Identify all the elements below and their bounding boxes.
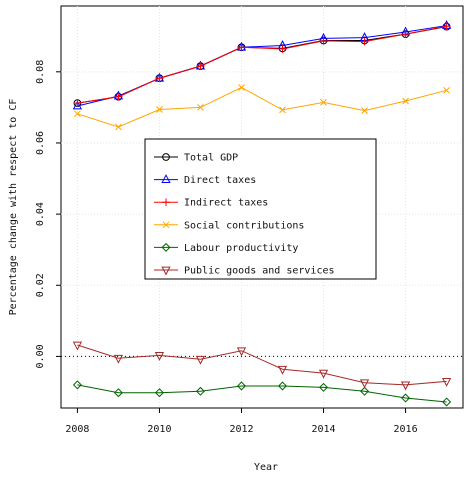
x-marker <box>361 107 368 114</box>
x-marker <box>238 84 245 91</box>
triangle-down-marker <box>113 354 124 364</box>
diamond-marker <box>236 381 246 391</box>
x-marker <box>279 106 286 114</box>
legend-label: Public goods and services <box>184 266 335 277</box>
triangle-down-marker <box>154 351 165 361</box>
plus-marker <box>162 198 170 206</box>
x-marker <box>115 123 122 131</box>
triangle-down-marker <box>195 355 206 365</box>
x-axis-label: Year <box>254 462 278 473</box>
circle-marker <box>162 153 170 161</box>
x-marker <box>197 104 204 111</box>
legend-item: Public goods and services <box>154 266 335 277</box>
series-line <box>77 384 447 403</box>
series-social-contributions <box>74 84 450 131</box>
x-marker <box>162 221 170 229</box>
legend-label: Indirect taxes <box>184 198 268 209</box>
y-axis-label: Percentage change with respect to CF <box>8 99 19 316</box>
diamond-marker <box>154 388 164 398</box>
diamond-marker <box>195 386 205 396</box>
legend-item: Social contributions <box>154 220 304 231</box>
legend-item: Labour productivity <box>154 242 298 254</box>
triangle-up-marker <box>72 100 83 110</box>
series-line <box>77 86 447 128</box>
legend: Total GDP Direct taxes Indirect taxes Socia… <box>144 138 377 280</box>
series-public-goods-and-services <box>72 341 452 391</box>
x-marker <box>443 86 450 94</box>
x-tick-label: 2008 <box>65 424 89 435</box>
y-tick-label: 0.04 <box>35 202 46 226</box>
series-line <box>77 344 447 386</box>
plus-marker <box>442 22 451 31</box>
x-marker <box>74 110 81 118</box>
y-axis: 0.00 0.02 0.04 0.06 0.08 <box>35 60 61 368</box>
legend-label: Total GDP <box>184 153 238 164</box>
plus-marker <box>196 62 205 70</box>
y-tick-label: 0.00 <box>35 344 46 368</box>
x-tick-label: 2012 <box>229 424 253 435</box>
legend-box <box>144 138 377 280</box>
legend-label: Social contributions <box>184 220 304 231</box>
triangle-down-marker <box>277 365 288 375</box>
x-axis: 2008 2010 2012 2014 2016 <box>65 408 418 435</box>
legend-item: Total GDP <box>154 153 238 164</box>
plus-marker <box>401 30 410 38</box>
triangle-down-marker <box>161 266 171 276</box>
diamond-marker <box>278 381 288 391</box>
plus-marker <box>114 92 123 101</box>
plus-marker <box>278 45 287 53</box>
x-tick-label: 2014 <box>311 424 335 435</box>
x-tick-label: 2016 <box>394 424 418 435</box>
x-marker <box>156 106 163 113</box>
triangle-down-marker <box>441 377 452 387</box>
x-marker <box>402 97 409 105</box>
diamond-marker <box>319 382 329 392</box>
series-group <box>72 20 452 407</box>
triangle-up-marker <box>161 174 171 183</box>
plus-marker <box>360 37 369 46</box>
series-indirect-taxes <box>73 22 451 107</box>
diamond-marker <box>113 388 123 398</box>
series-labour-productivity <box>72 380 452 407</box>
triangle-down-marker <box>400 381 411 391</box>
plus-marker <box>237 43 246 52</box>
legend-label: Direct taxes <box>184 175 256 186</box>
series-line <box>77 25 447 104</box>
diamond-marker <box>72 380 82 390</box>
plus-marker <box>155 74 164 83</box>
x-marker <box>320 99 327 106</box>
y-tick-label: 0.06 <box>35 131 46 155</box>
diamond-marker <box>360 386 370 396</box>
plus-marker <box>73 99 82 107</box>
diamond-marker <box>401 393 411 403</box>
diamond-marker <box>161 242 171 252</box>
diamond-marker <box>442 397 452 407</box>
y-tick-label: 0.08 <box>35 60 46 84</box>
triangle-down-marker <box>72 341 83 351</box>
plus-marker <box>319 37 328 45</box>
triangle-down-marker <box>359 379 370 389</box>
legend-label: Labour productivity <box>184 243 298 254</box>
y-tick-label: 0.02 <box>35 273 46 297</box>
legend-item: Indirect taxes <box>154 198 268 209</box>
triangle-down-marker <box>318 369 329 379</box>
triangle-down-marker <box>236 347 247 357</box>
x-tick-label: 2010 <box>147 424 171 435</box>
legend-item: Direct taxes <box>154 174 256 186</box>
